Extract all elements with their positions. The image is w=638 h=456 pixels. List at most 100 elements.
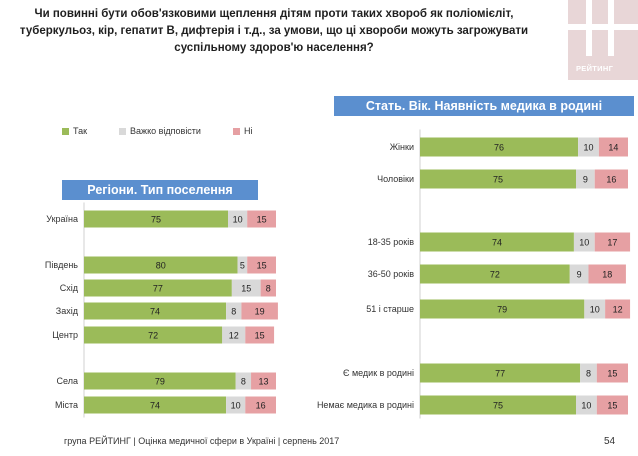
data-label-hard: 10	[581, 401, 591, 411]
bar-segment-no	[596, 395, 628, 415]
data-label-no: 15	[607, 369, 617, 379]
data-label-yes: 75	[151, 215, 161, 225]
bar-segment-yes	[84, 210, 228, 228]
data-label-yes: 72	[490, 270, 500, 280]
bar-segment-no	[598, 137, 628, 157]
logo-text: РЕЙТИНГ	[576, 64, 614, 73]
bar-segment-hard	[576, 169, 595, 189]
data-label-no: 15	[255, 331, 265, 341]
bar-segment-yes	[420, 169, 576, 189]
data-label-hard: 10	[590, 305, 600, 315]
bar-segment-yes	[84, 396, 227, 414]
category-label: Україна	[46, 214, 78, 224]
data-label-hard: 8	[241, 377, 246, 387]
data-label-yes: 75	[493, 401, 503, 411]
data-label-hard: 12	[229, 331, 239, 341]
category-label: Захід	[56, 306, 79, 316]
bar-segment-hard	[231, 279, 261, 297]
bar-segment-no	[241, 302, 278, 320]
legend-item-no: Ні	[232, 126, 253, 136]
category-label: Схід	[60, 283, 79, 293]
chart-question-title: Чи повинні бути обов'язковими щеплення д…	[14, 6, 534, 57]
category-label: Міста	[55, 400, 78, 410]
data-label-hard: 15	[241, 284, 251, 294]
data-label-no: 16	[256, 401, 266, 411]
data-label-yes: 72	[148, 331, 158, 341]
data-label-no: 19	[255, 307, 265, 317]
bar-segment-no	[247, 210, 276, 228]
bar-segment-yes	[84, 326, 223, 344]
bar-segment-hard	[569, 264, 589, 284]
legend-item-yes: Так	[62, 126, 87, 136]
bar-segment-hard	[222, 326, 246, 344]
data-label-yes: 75	[493, 175, 503, 185]
data-label-hard: 10	[583, 143, 593, 153]
data-label-yes: 74	[492, 238, 502, 248]
data-label-hard: 10	[233, 215, 243, 225]
bar-segment-no	[594, 232, 631, 252]
data-label-hard: 8	[586, 369, 591, 379]
bar-segment-no	[594, 169, 628, 189]
data-label-hard: 5	[240, 261, 245, 271]
data-label-hard: 10	[579, 238, 589, 248]
data-label-no: 14	[608, 143, 618, 153]
bar-segment-yes	[84, 256, 238, 274]
bar-segment-yes	[420, 137, 579, 157]
bar-segment-no	[260, 279, 276, 297]
bar-segment-hard	[237, 256, 248, 274]
data-label-yes: 80	[156, 261, 166, 271]
bar-segment-hard	[580, 363, 597, 383]
bar-segment-no	[245, 396, 276, 414]
bar-segment-yes	[84, 279, 232, 297]
data-label-hard: 9	[583, 175, 588, 185]
footer-text: група РЕЙТИНГ | Оцінка медичної сфери в …	[64, 436, 340, 446]
data-label-hard: 9	[577, 270, 582, 280]
bar-segment-yes	[420, 299, 585, 319]
data-label-yes: 77	[153, 284, 163, 294]
data-label-yes: 77	[495, 369, 505, 379]
bar-segment-yes	[84, 302, 227, 320]
bar-segment-hard	[573, 232, 595, 252]
legend-swatch-hard	[119, 127, 127, 135]
data-label-no: 8	[266, 284, 271, 294]
bar-segment-no	[247, 256, 276, 274]
data-label-hard: 10	[231, 401, 241, 411]
bar-segment-no	[588, 264, 626, 284]
legend-item-hard: Важко відповісти	[119, 126, 201, 136]
legend-swatch-yes	[62, 127, 69, 135]
banner-regions: Регіони. Тип поселення	[62, 180, 258, 200]
category-label: Немає медика в родині	[317, 400, 414, 410]
data-label-yes: 76	[494, 143, 504, 153]
bar-segment-yes	[420, 264, 570, 284]
bar-segment-hard	[578, 137, 599, 157]
category-label: 18-35 років	[368, 237, 414, 247]
category-label: Центр	[52, 330, 78, 340]
legend-label-hard: Важко відповісти	[130, 126, 201, 136]
data-label-no: 13	[259, 377, 269, 387]
bar-segment-hard	[576, 395, 597, 415]
bar-segment-no	[596, 363, 628, 383]
bar-segment-hard	[584, 299, 606, 319]
data-label-no: 16	[606, 175, 616, 185]
data-label-yes: 74	[150, 401, 160, 411]
data-label-no: 15	[257, 261, 267, 271]
bar-segment-hard	[226, 396, 246, 414]
bar-segment-yes	[84, 372, 236, 390]
chart-legend: Так Важко відповісти Ні	[62, 126, 284, 136]
category-label: Є медик в родині	[343, 368, 414, 378]
bar-segment-hard	[235, 372, 252, 390]
page-number: 54	[604, 436, 616, 447]
bar-segment-no	[605, 299, 631, 319]
legend-swatch-no	[232, 127, 240, 135]
bar-segment-yes	[420, 363, 581, 383]
data-label-yes: 79	[155, 377, 165, 387]
title-line-2: туберкульоз, кір, гепатит В, дифтерія і …	[19, 25, 529, 37]
title-line-1: Чи повинні бути обов'язковими щеплення д…	[34, 8, 514, 20]
category-label: Жінки	[390, 142, 414, 152]
title-line-3: суспільному здоров'ю населення?	[174, 42, 374, 54]
legend-label-no: Ні	[243, 126, 253, 136]
data-label-no: 15	[257, 215, 267, 225]
bar-segment-no	[251, 372, 276, 390]
data-label-no: 12	[613, 305, 623, 315]
